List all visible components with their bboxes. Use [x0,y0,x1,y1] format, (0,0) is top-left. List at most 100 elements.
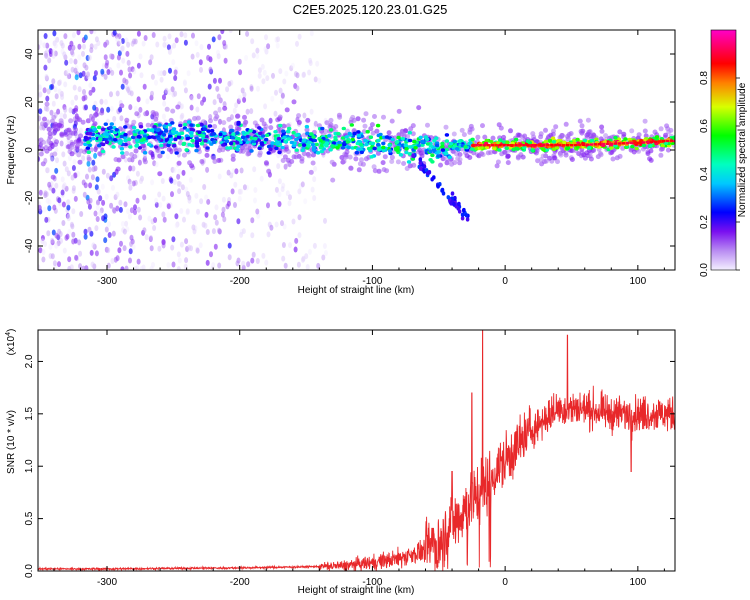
ridge-point [132,125,137,130]
ridge-halo [361,129,367,135]
noise-speck [282,223,287,230]
spectrogram-x-tick-label: -200 [230,276,250,287]
ridge-halo [133,148,139,154]
ridge-point [134,144,139,148]
ridge-point [189,130,194,135]
noise-speck [127,178,132,185]
noise-speck [128,181,133,188]
noise-speck [263,103,268,110]
ridge-halo [113,157,119,162]
noise-speck [66,213,71,220]
noise-speck [152,225,157,231]
noise-speck [100,68,105,75]
ridge-halo [621,131,627,137]
ridge-point [167,140,172,144]
noise-speck [47,205,52,212]
ridge-point [440,144,445,149]
noise-speck [227,254,232,261]
noise-speck [195,106,200,113]
noise-speck [185,191,190,197]
ridge-halo [266,168,272,174]
noise-speck [67,44,72,51]
ridge-halo [578,128,584,134]
ridge-halo [410,123,416,129]
noise-speck [140,175,144,182]
ridge-point [147,135,152,139]
ridge-halo [375,150,381,156]
noise-speck [300,256,305,263]
ridge-point [311,145,317,150]
noise-speck [295,40,299,47]
noise-speck [296,261,301,268]
noise-speck [157,245,162,252]
noise-speck [167,48,172,55]
noise-speck [218,118,222,125]
ridge-point [187,142,192,147]
ridge-halo [52,151,58,157]
ridge-halo [380,160,386,166]
noise-speck [57,197,62,204]
noise-speck [281,242,286,248]
noise-speck [77,239,82,246]
noise-speck [38,189,43,196]
ridge-halo [389,159,395,164]
noise-speck [220,211,225,218]
ridge-point [200,134,206,138]
noise-speck [222,40,227,46]
ridge-point [264,137,269,142]
noise-speck [41,249,46,255]
noise-speck [278,68,283,75]
ridge-halo [585,131,591,137]
colorbar-tick-label: 0.8 [699,71,710,85]
ridge-halo [584,150,590,156]
ridge-point [149,128,155,132]
noise-speck [277,201,282,207]
ridge-point [156,137,162,141]
ridge-point [278,123,283,128]
noise-speck [230,188,235,195]
ridge-point [86,150,92,154]
noise-speck [43,105,48,112]
noise-speck [276,36,281,43]
ridge-halo [522,133,528,139]
noise-speck [38,39,43,46]
ridge-point [311,148,317,152]
noise-speck [51,187,56,194]
noise-speck [161,211,166,218]
noise-speck [227,242,232,249]
noise-speck [217,173,222,180]
ridge-point [257,126,262,130]
noise-speck [161,113,166,120]
noise-speck [310,186,315,193]
noise-speck [73,120,78,127]
colorbar-tick-label: 0.0 [699,263,710,277]
noise-speck [205,166,210,173]
noise-speck [84,104,88,111]
ridge-point [202,127,208,131]
noise-speck [304,253,309,260]
peak-cell [621,142,626,145]
ridge-point [306,144,311,148]
ridge-halo [77,117,82,123]
noise-speck [226,200,231,207]
ridge-point [314,142,319,147]
ridge-halo [361,117,367,123]
noise-speck [103,237,108,244]
noise-speck [84,265,89,270]
ridge-point [430,160,435,164]
noise-speck [309,108,314,115]
noise-speck [104,62,109,69]
noise-speck [225,86,230,93]
noise-speck [246,261,251,268]
noise-speck [217,106,222,113]
tail-point [452,202,456,207]
ridge-halo [407,163,413,169]
ridge-halo [401,161,407,166]
peak-cell [613,142,618,145]
noise-speck [250,257,255,264]
ridge-point [199,141,205,146]
colorbar-tick-label: 0.2 [699,215,710,229]
noise-speck [155,41,160,48]
ridge-halo [99,110,105,116]
